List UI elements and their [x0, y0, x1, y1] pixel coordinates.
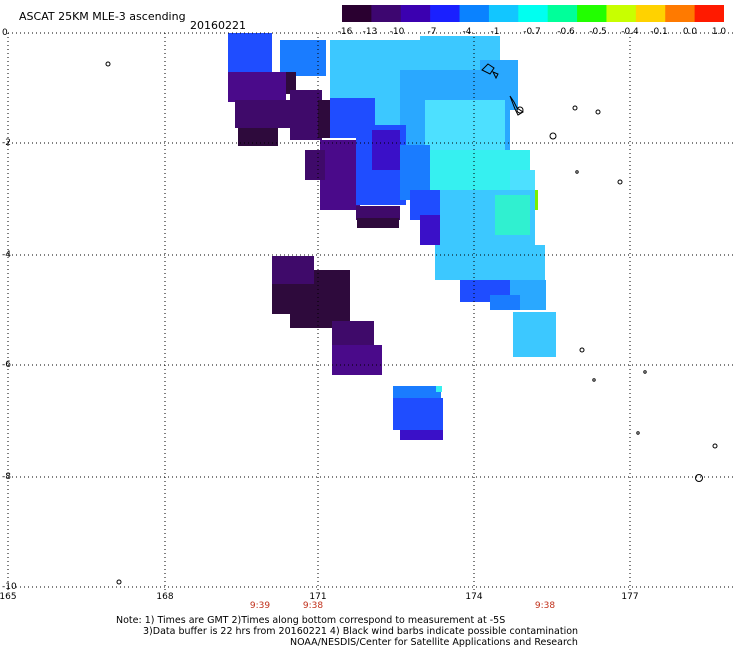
color-scale-label: 1.0	[711, 27, 727, 37]
color-scale-label: -10	[389, 27, 405, 37]
island-outline	[575, 170, 579, 174]
longitude-label: 171	[309, 592, 327, 602]
map-date: 20160221	[190, 19, 246, 32]
swath-cell	[495, 195, 530, 235]
time-label: 9:39	[249, 601, 271, 611]
color-scale-label: -4	[462, 27, 472, 37]
color-scale-label: -0.6	[557, 27, 575, 37]
swath-cell	[238, 128, 278, 146]
coastline-islands	[105, 61, 718, 585]
color-swatch	[459, 5, 490, 22]
swath-cell	[228, 33, 272, 73]
swath-cell	[305, 150, 325, 180]
island-outline	[695, 474, 703, 482]
longitude-label: 177	[621, 592, 639, 602]
color-swatch	[430, 5, 461, 22]
island-outline	[516, 106, 524, 114]
data-swath	[228, 33, 556, 440]
swath-cell	[400, 430, 443, 440]
color-scale-label: -16	[337, 27, 353, 37]
swath-cell	[332, 321, 374, 349]
island-outline	[549, 132, 557, 140]
color-swatch	[577, 5, 608, 22]
color-scale-label: -0.7	[523, 27, 541, 37]
color-swatch	[694, 5, 724, 22]
swath-cell	[420, 215, 442, 245]
swath-cell	[436, 386, 442, 392]
color-swatch	[400, 5, 431, 22]
note-line-3: NOAA/NESDIS/Center for Satellite Applica…	[290, 637, 578, 648]
swath-cell	[280, 40, 326, 76]
map-title: ASCAT 25KM MLE-3 ascending	[19, 10, 186, 23]
note-line-2: 3)Data buffer is 22 hrs from 20160221 4)…	[143, 626, 579, 637]
color-swatch	[606, 5, 637, 22]
swath-cell	[228, 72, 286, 102]
island-outline	[116, 579, 122, 585]
swath-cell	[356, 206, 400, 220]
swath-cell	[393, 398, 443, 430]
swath-cell	[513, 312, 556, 357]
island-outline	[579, 347, 585, 353]
island-outline	[105, 61, 111, 67]
time-label: 9:38	[534, 601, 556, 611]
latitude-label: -6	[2, 360, 11, 370]
swath-cell	[372, 130, 400, 170]
island-outline	[636, 431, 640, 435]
color-swatch	[635, 5, 666, 22]
color-scale-label: -13	[362, 27, 378, 37]
swath-cell	[318, 100, 330, 138]
color-scale-label: 0.0	[682, 27, 698, 37]
island-outline	[509, 95, 524, 116]
swath-cell	[286, 72, 296, 94]
color-scale-label: -0.1	[650, 27, 668, 37]
color-swatch	[547, 5, 578, 22]
swath-cell	[235, 100, 295, 128]
color-scale-label: -7	[427, 27, 437, 37]
island-outline	[595, 109, 601, 115]
latitude-label: -4	[2, 250, 11, 260]
island-outline	[617, 179, 623, 185]
swath-cell	[490, 295, 520, 310]
longitude-label: 174	[465, 592, 483, 602]
swath-cell	[320, 140, 360, 210]
color-scale-label: -0.5	[589, 27, 607, 37]
swath-cell	[357, 218, 399, 228]
island-outline	[572, 105, 578, 111]
color-swatch	[371, 5, 402, 22]
swath-cell	[435, 245, 545, 280]
grid-lines	[7, 32, 733, 590]
swath-cell	[332, 345, 382, 375]
island-outline	[712, 443, 718, 449]
island-outline	[643, 370, 647, 374]
longitude-label: 168	[156, 592, 174, 602]
color-scale-label: -1	[490, 27, 500, 37]
latitude-label: -2	[2, 138, 11, 148]
color-swatch	[665, 5, 696, 22]
swath-cell	[272, 256, 314, 286]
latitude-label: -8	[2, 472, 11, 482]
color-swatch	[488, 5, 519, 22]
latitude-label: 0	[2, 28, 8, 38]
swath-cell	[314, 270, 350, 290]
time-label: 9:38	[302, 601, 324, 611]
island-outline	[592, 378, 596, 382]
color-swatch	[518, 5, 549, 22]
latitude-label: -10	[2, 582, 17, 592]
color-swatch	[342, 5, 372, 22]
island-outline	[481, 63, 499, 80]
color-scale-label: -0.4	[621, 27, 639, 37]
note-line-1: Note: 1) Times are GMT 2)Times along bot…	[116, 615, 506, 626]
longitude-label: 165	[0, 592, 17, 602]
swath-cell	[290, 90, 322, 140]
color-scale-bar	[342, 5, 724, 22]
